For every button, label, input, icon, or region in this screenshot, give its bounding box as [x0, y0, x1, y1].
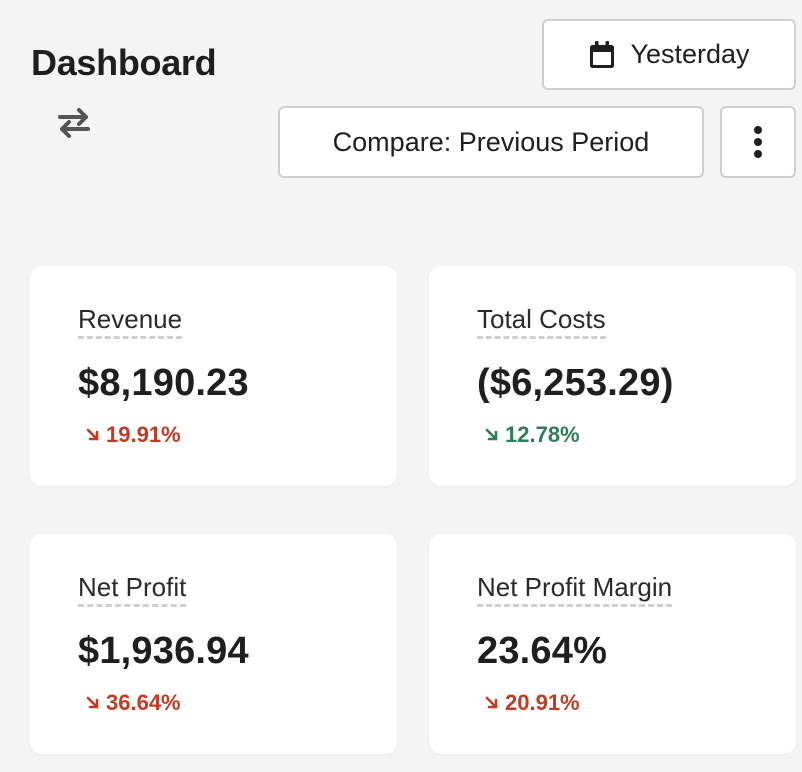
metric-card-net-profit[interactable]: Net Profit $1,936.94 36.64%	[30, 534, 397, 754]
swap-arrows-icon[interactable]	[55, 104, 93, 142]
arrow-down-right-icon	[485, 690, 499, 716]
metric-change: 36.64%	[86, 690, 181, 716]
arrow-down-right-icon	[86, 690, 100, 716]
compare-label: Compare: Previous Period	[332, 126, 650, 157]
arrow-down-right-icon	[86, 422, 100, 448]
metric-label[interactable]: Net Profit Margin	[477, 572, 673, 607]
metric-value: ($6,253.29)	[477, 362, 674, 404]
metric-value: $1,936.94	[78, 630, 249, 672]
date-range-label: Yesterday	[630, 39, 750, 69]
metric-label[interactable]: Revenue	[78, 304, 183, 339]
calendar-icon	[588, 40, 616, 70]
metric-label[interactable]: Total Costs	[477, 304, 606, 339]
metric-change-value: 36.64%	[106, 690, 181, 715]
metric-card-revenue[interactable]: Revenue $8,190.23 19.91%	[30, 266, 397, 486]
page-title: Dashboard	[31, 42, 217, 83]
metric-card-total-costs[interactable]: Total Costs ($6,253.29) 12.78%	[429, 266, 796, 486]
compare-button[interactable]: Compare: Previous Period	[278, 106, 704, 178]
arrow-down-right-icon	[485, 422, 499, 448]
metric-card-net-profit-margin[interactable]: Net Profit Margin 23.64% 20.91%	[429, 534, 796, 754]
metric-value: 23.64%	[477, 630, 608, 672]
more-options-button[interactable]	[720, 106, 796, 178]
metric-change: 20.91%	[485, 690, 580, 716]
metric-change-value: 19.91%	[106, 422, 181, 447]
metric-change-value: 20.91%	[505, 690, 580, 715]
more-vertical-icon	[753, 125, 763, 159]
date-range-button[interactable]: Yesterday	[542, 19, 796, 90]
metric-value: $8,190.23	[78, 362, 249, 404]
metric-change-value: 12.78%	[505, 422, 580, 447]
metric-label[interactable]: Net Profit	[78, 572, 187, 607]
metric-change: 12.78%	[485, 422, 580, 448]
metric-change: 19.91%	[86, 422, 181, 448]
